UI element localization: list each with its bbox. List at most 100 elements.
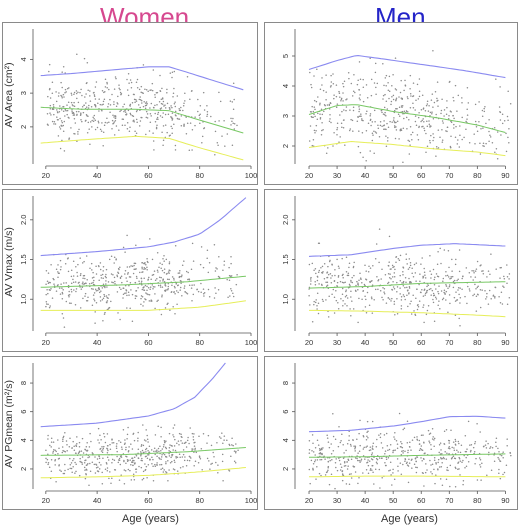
scatter-point: [308, 295, 310, 297]
scatter-point: [358, 97, 361, 99]
scatter-point: [152, 140, 155, 142]
scatter-point: [66, 443, 68, 446]
scatter-point: [175, 457, 177, 459]
scatter-point: [152, 480, 155, 482]
scatter-point: [430, 448, 432, 450]
scatter-point: [449, 146, 452, 149]
scatter-point: [476, 260, 479, 263]
scatter-point: [316, 304, 318, 307]
scatter-point: [317, 312, 320, 315]
scatter-point: [472, 294, 474, 297]
scatter-point: [160, 276, 162, 279]
y-tick-label: 1.5: [281, 254, 290, 264]
scatter-point: [210, 463, 212, 465]
scatter-point: [109, 98, 111, 101]
scatter-point: [393, 276, 396, 278]
scatter-point: [376, 458, 379, 461]
scatter-point: [200, 448, 203, 450]
scatter-point: [124, 251, 126, 253]
scatter-point: [409, 125, 412, 128]
scatter-point: [392, 119, 395, 121]
scatter-point: [183, 459, 186, 462]
scatter-point: [149, 238, 151, 240]
scatter-point: [199, 122, 201, 124]
scatter-point: [191, 149, 193, 151]
scatter-point: [352, 308, 355, 310]
scatter-point: [481, 270, 483, 272]
scatter-point: [104, 121, 107, 124]
scatter-point: [315, 124, 318, 127]
scatter-point: [422, 304, 425, 306]
x-tick-label: 100: [245, 496, 258, 505]
scatter-point: [319, 118, 322, 120]
scatter-point: [341, 281, 344, 284]
scatter-point: [318, 472, 321, 475]
scatter-point: [76, 275, 79, 277]
scatter-point: [319, 113, 321, 115]
scatter-point: [441, 298, 444, 301]
scatter-point: [429, 270, 431, 272]
scatter-point: [499, 460, 501, 462]
scatter-point: [338, 426, 340, 428]
x-tick-label: 60: [417, 171, 425, 180]
scatter-point: [385, 74, 388, 77]
scatter-point: [348, 77, 350, 80]
scatter-point: [440, 112, 442, 115]
scatter-point: [158, 450, 160, 453]
scatter-point: [99, 128, 102, 131]
scatter-point: [81, 437, 84, 440]
scatter-point: [57, 453, 59, 455]
scatter-point: [321, 272, 324, 274]
scatter-point: [371, 464, 374, 467]
scatter-point: [420, 457, 422, 459]
scatter-point: [116, 455, 118, 458]
scatter-point: [171, 76, 173, 79]
scatter-point: [454, 438, 457, 441]
scatter-point: [362, 100, 365, 103]
scatter-point: [89, 432, 91, 435]
scatter-point: [120, 446, 123, 448]
scatter-point: [401, 446, 404, 449]
scatter-point: [99, 103, 102, 106]
scatter-point: [181, 294, 183, 297]
scatter-point: [106, 467, 109, 469]
scatter-point: [60, 81, 62, 84]
scatter-point: [400, 454, 403, 456]
scatter-point: [357, 79, 359, 82]
scatter-point: [48, 63, 51, 66]
scatter-point: [505, 132, 507, 135]
scatter-point: [111, 439, 113, 441]
scatter-point: [448, 285, 451, 288]
scatter-point: [172, 434, 174, 436]
scatter-point: [112, 114, 114, 116]
scatter-point: [395, 255, 398, 258]
scatter-point: [445, 275, 447, 277]
scatter-point: [418, 443, 421, 445]
scatter-point: [393, 265, 395, 268]
scatter-point: [316, 292, 319, 295]
scatter-point: [61, 291, 64, 294]
scatter-point: [461, 277, 463, 280]
scatter-point: [484, 105, 486, 108]
scatter-point: [372, 264, 374, 267]
scatter-point: [404, 298, 406, 301]
scatter-point: [383, 120, 385, 122]
scatter-point: [183, 123, 185, 126]
scatter-point: [173, 102, 176, 105]
scatter-point: [446, 466, 449, 469]
scatter-point: [77, 131, 79, 133]
scatter-point: [106, 463, 108, 465]
scatter-point: [374, 71, 377, 74]
scatter-point: [94, 288, 97, 291]
scatter-point: [428, 105, 430, 107]
scatter-point: [120, 275, 123, 277]
scatter-point: [344, 303, 346, 305]
scatter-point: [150, 115, 152, 117]
scatter-point: [453, 117, 455, 120]
scatter-point: [118, 87, 120, 89]
scatter-point: [113, 459, 116, 461]
scatter-point: [63, 150, 66, 152]
scatter-point: [71, 471, 73, 474]
scatter-point: [433, 284, 436, 286]
scatter-point: [481, 115, 484, 118]
